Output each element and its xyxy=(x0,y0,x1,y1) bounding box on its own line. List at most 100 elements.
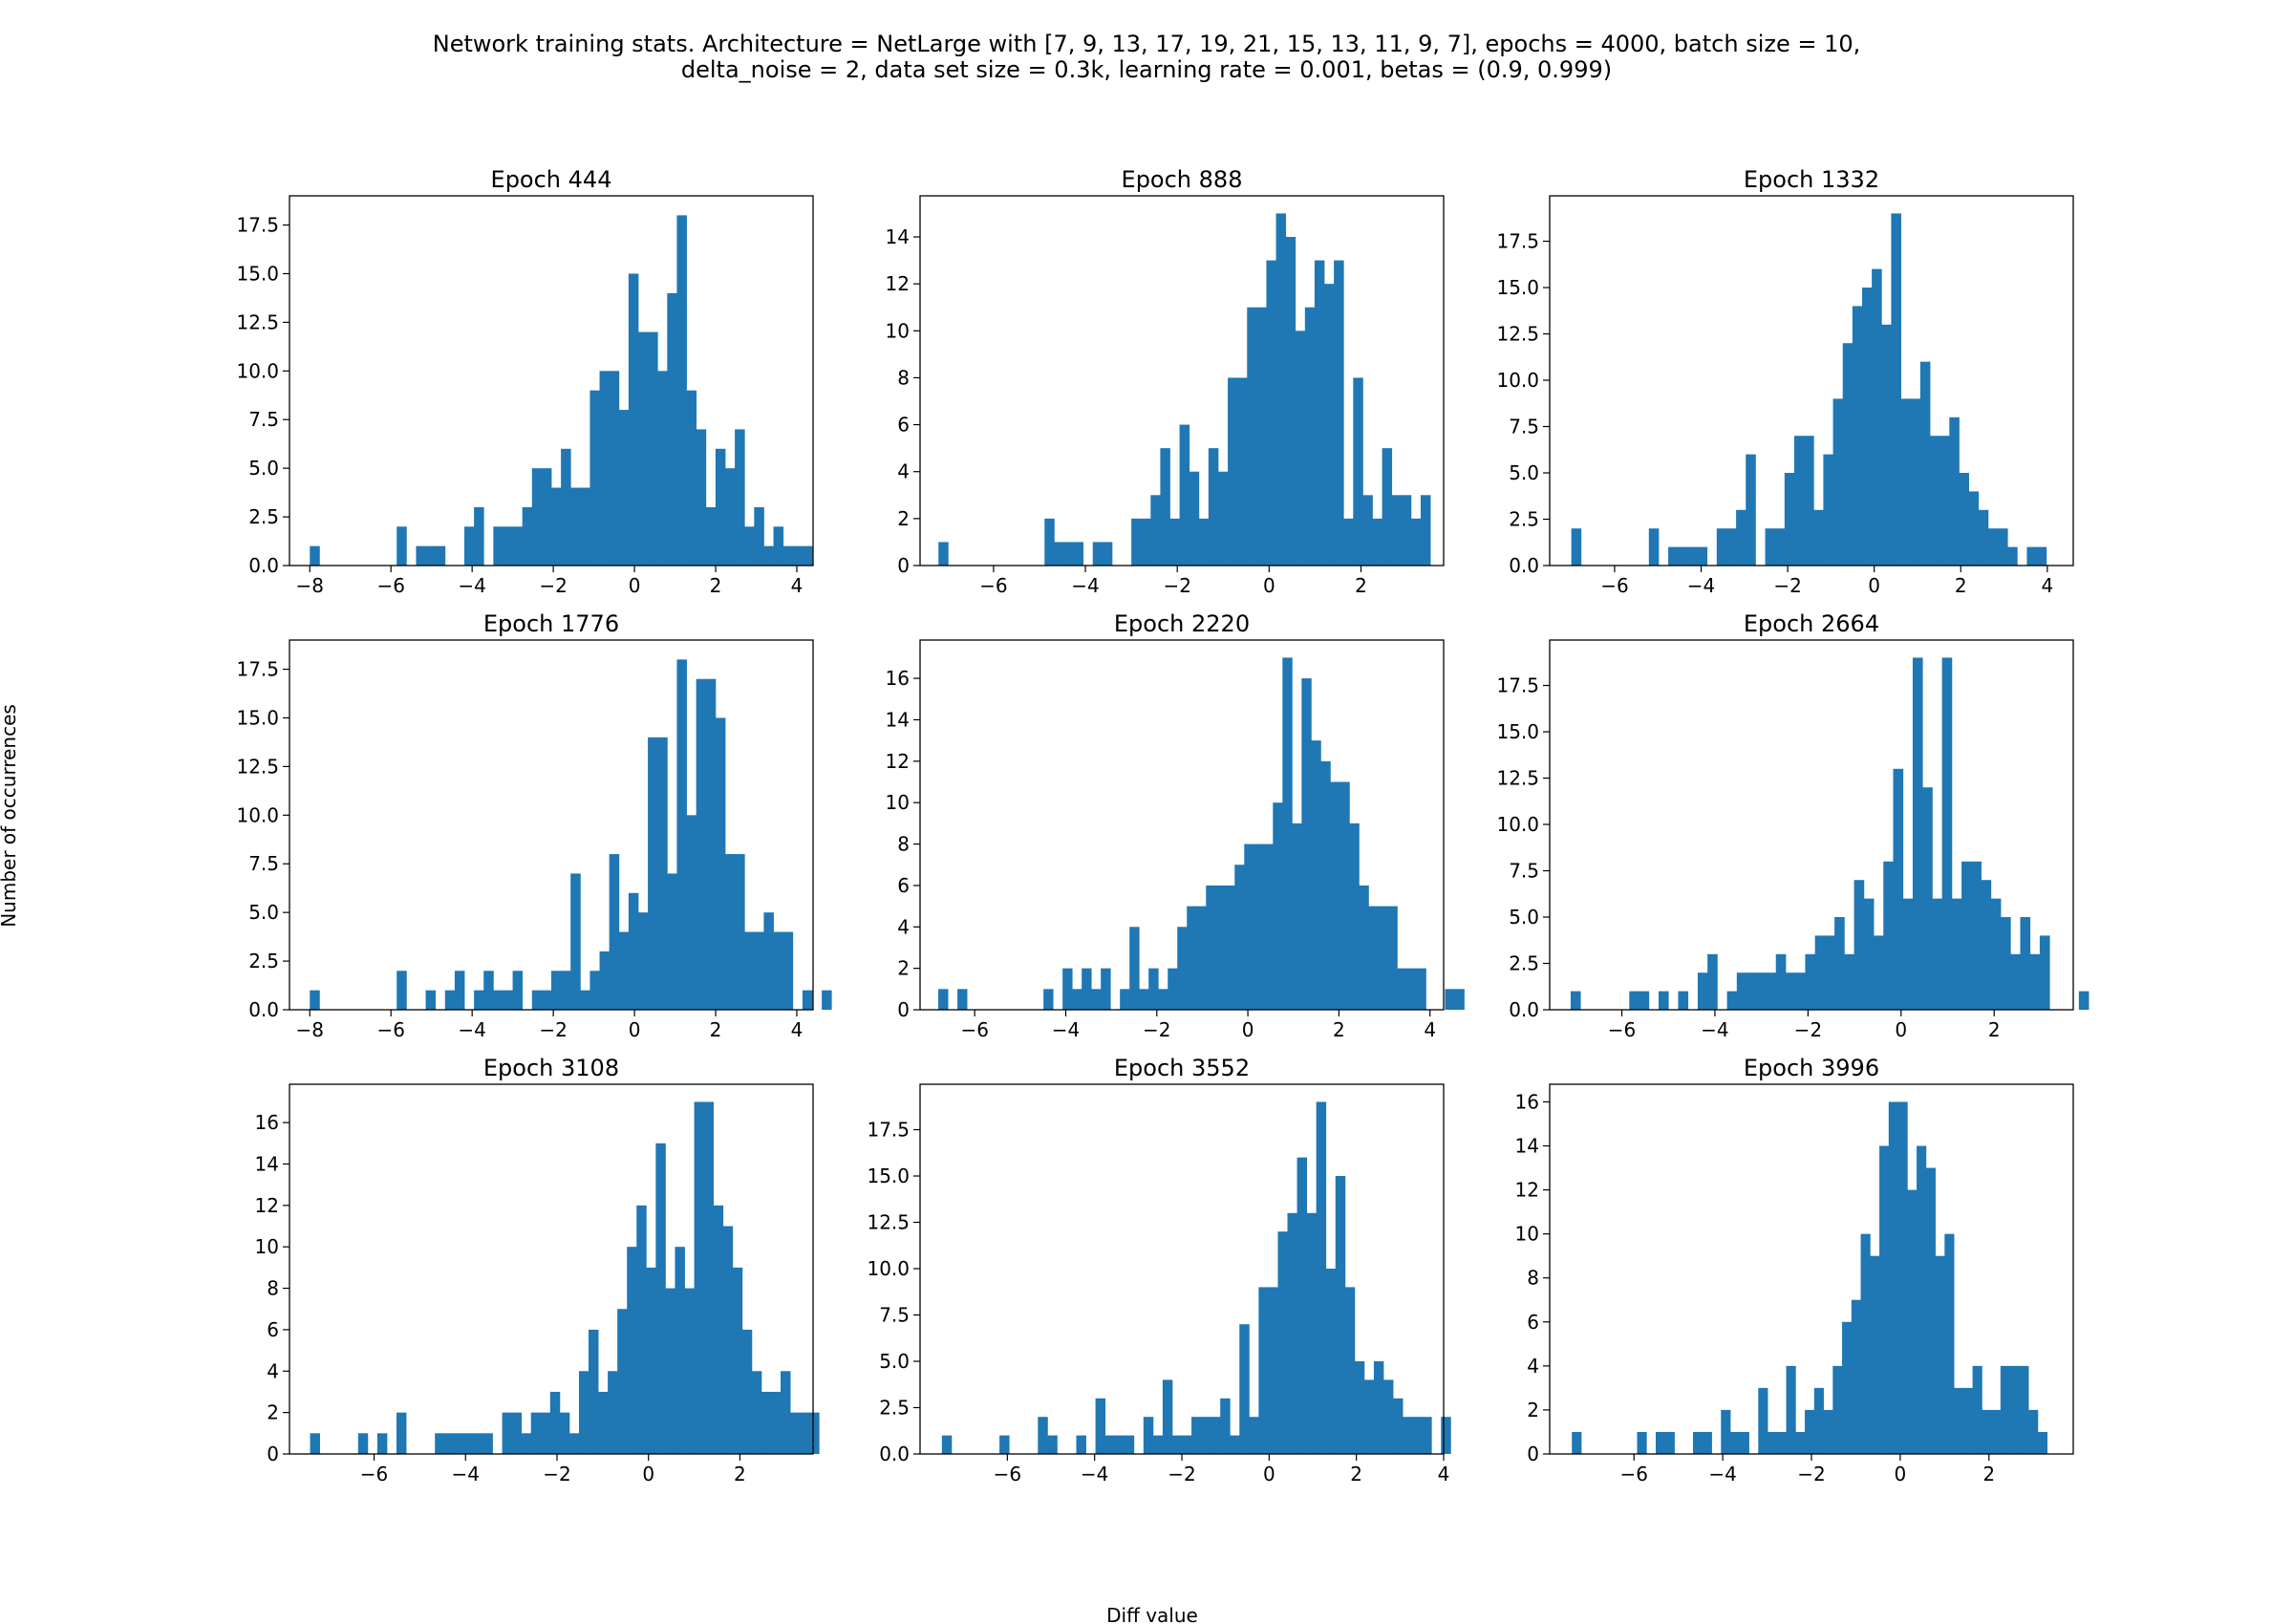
histogram-bar xyxy=(444,1433,455,1454)
histogram-bar xyxy=(1824,935,1835,1010)
histogram-bar xyxy=(1730,1431,1741,1454)
histogram-bar xyxy=(628,273,639,566)
histogram-bar xyxy=(686,390,697,566)
x-tick-label: −6 xyxy=(1600,574,1628,597)
histogram-bar xyxy=(551,971,562,1010)
histogram-bar xyxy=(512,971,524,1010)
y-tick-label: 8 xyxy=(267,1277,279,1300)
histogram-bar xyxy=(1215,885,1226,1010)
histogram-bar xyxy=(561,971,571,1010)
y-tick-label: 0.0 xyxy=(1509,998,1539,1021)
histogram-bar xyxy=(530,1412,542,1454)
histogram-bar xyxy=(1881,324,1892,566)
histogram-bar xyxy=(2039,935,2050,1010)
x-tick-label: −4 xyxy=(1701,1018,1728,1041)
histogram-bar xyxy=(2001,917,2011,1010)
histogram-bar xyxy=(822,990,832,1010)
histogram-bar xyxy=(684,1288,695,1454)
histogram-bar xyxy=(1919,361,1931,566)
histogram-bar xyxy=(1912,657,1923,1010)
x-tick-label: 0 xyxy=(1868,574,1880,597)
histogram-bar xyxy=(1401,495,1412,566)
histogram-bar xyxy=(1368,906,1379,1010)
x-tick-label: 2 xyxy=(1955,574,1967,597)
histogram-bar xyxy=(444,990,456,1010)
histogram-bar xyxy=(599,371,611,566)
histogram-bar xyxy=(1454,989,1465,1010)
histogram-bar xyxy=(646,1267,656,1454)
histogram-bar xyxy=(568,1433,580,1454)
histogram-bar xyxy=(790,1412,801,1454)
histogram-panel: Epoch 888 −6 −4 −2 0 2 0 2 4 6 8 10 12 14 xyxy=(886,166,1445,597)
histogram-bar xyxy=(1301,678,1312,1010)
histogram-bar xyxy=(1141,518,1151,566)
x-tick-label: 0 xyxy=(629,574,641,597)
y-tick-label: 2.5 xyxy=(1509,952,1539,975)
y-tick-label: 2.5 xyxy=(248,505,279,528)
histogram-bar xyxy=(732,1267,743,1454)
y-tick-label: 10 xyxy=(1515,1223,1539,1246)
histogram-bar xyxy=(454,971,465,1010)
histogram-bar xyxy=(694,1101,705,1454)
histogram-bar xyxy=(2020,917,2031,1010)
y-tick-label: 5.0 xyxy=(248,901,279,924)
histogram-bar xyxy=(782,545,794,566)
histogram-bar xyxy=(724,854,736,1010)
histogram-bar xyxy=(521,1433,532,1454)
y-tick-label: 16 xyxy=(255,1111,279,1134)
histogram-bar xyxy=(1228,377,1238,566)
histogram-bar xyxy=(608,1371,618,1454)
panel-title: Epoch 3108 xyxy=(483,1055,619,1081)
histogram-bar xyxy=(1143,1417,1154,1454)
histogram-bar xyxy=(938,542,949,566)
histogram-bar xyxy=(1063,542,1074,566)
histogram-bar xyxy=(416,545,426,566)
histogram-bar xyxy=(628,892,639,1010)
histogram-bar xyxy=(1900,398,1912,566)
histogram-bar xyxy=(1330,781,1340,1010)
x-tick-label: 4 xyxy=(1438,1463,1450,1485)
histogram-bar xyxy=(1282,657,1293,1010)
histogram-panel: Epoch 3552 −6 −4 −2 0 2 4 0.0 2.5 5.0 7.5 10.0 12.5 1… xyxy=(867,1055,1451,1485)
histogram-bar xyxy=(713,1205,724,1454)
histogram-bar xyxy=(2026,546,2037,566)
histogram-bar xyxy=(1306,1212,1318,1454)
x-tick-label: 4 xyxy=(1424,1018,1436,1041)
x-tick-label: 4 xyxy=(2041,574,2053,597)
y-tick-label: 14 xyxy=(1515,1135,1539,1158)
x-tick-label: 0 xyxy=(642,1463,654,1485)
histogram-bar xyxy=(599,951,611,1010)
histogram-bar xyxy=(773,931,784,1010)
histogram-bar xyxy=(751,1371,762,1454)
histogram-bar xyxy=(1990,898,2002,1010)
x-tick-label: 2 xyxy=(1333,1018,1345,1041)
histogram-bar xyxy=(1072,989,1082,1010)
histogram-bar xyxy=(1160,448,1170,566)
histogram-bar xyxy=(648,331,658,566)
x-tick-label: 0 xyxy=(1895,1463,1907,1485)
y-tick-label: 12 xyxy=(1515,1179,1539,1202)
histogram-bar xyxy=(1325,1269,1337,1454)
histogram-bar xyxy=(705,506,717,566)
histogram-bar xyxy=(1736,972,1747,1010)
histogram-bar xyxy=(1263,844,1274,1010)
histogram-panel: Epoch 2664 −6 −4 −2 0 2 0.0 2.5 5.0 7.5 10.0 12.5 15… xyxy=(1496,610,2089,1041)
histogram-bar xyxy=(637,331,649,566)
histogram-bar xyxy=(1693,1431,1704,1454)
histogram-bar xyxy=(741,1329,753,1454)
histogram-bar xyxy=(617,1309,628,1454)
histogram-bar xyxy=(1092,542,1104,566)
histogram-bar xyxy=(705,678,717,1010)
histogram-bar xyxy=(1273,802,1283,1010)
axes-frame xyxy=(919,639,1445,1011)
x-tick-label: 0 xyxy=(1263,1463,1275,1485)
histogram-bar xyxy=(1187,906,1197,1010)
histogram-bar xyxy=(754,931,764,1010)
histogram-bar xyxy=(578,1371,589,1454)
histogram-bar xyxy=(648,737,658,1010)
histogram-bar xyxy=(1353,377,1363,566)
histogram-bar xyxy=(1842,343,1854,566)
histogram-bar xyxy=(474,506,484,566)
histogram-bar xyxy=(1768,1431,1778,1454)
histogram-bar xyxy=(1951,898,1962,1010)
